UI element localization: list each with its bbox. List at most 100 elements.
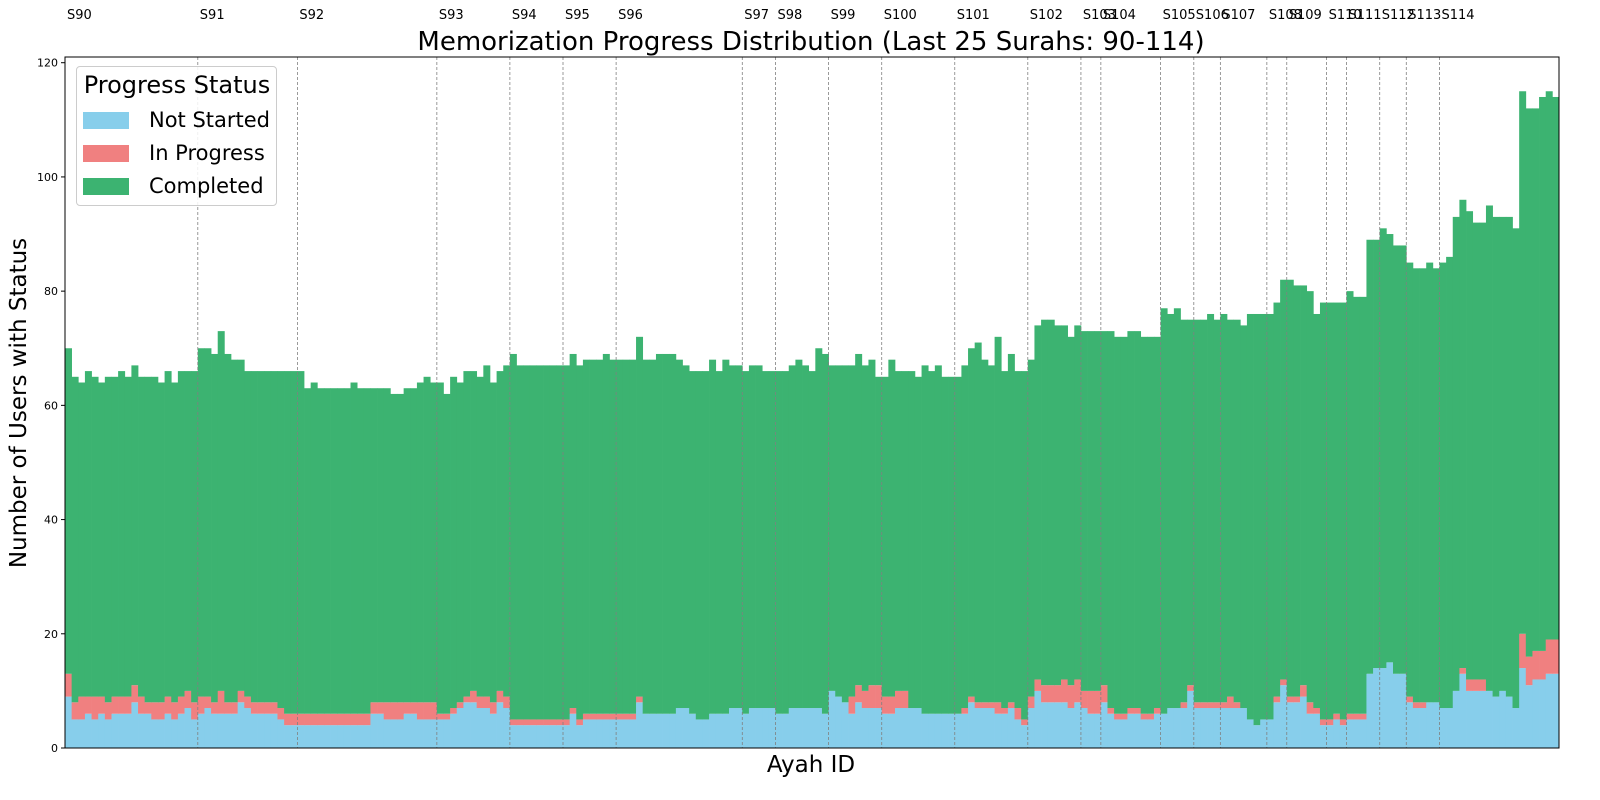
bar-not-started [1452,690,1460,748]
bar-in-progress [582,713,590,720]
bar-completed [1041,319,1049,686]
bar-completed [297,371,305,714]
bar-in-progress [78,696,86,720]
bar-completed [735,365,743,709]
bar-completed [689,371,697,714]
bar-completed [1054,325,1062,686]
bar-completed [974,342,982,703]
y-tick-label: 60 [44,399,58,412]
bar-completed [1266,313,1274,720]
bar-completed [602,353,610,714]
bar-completed [1213,319,1221,703]
bar-not-started [1014,719,1022,748]
bar-not-started [104,719,112,748]
bar-in-progress [1466,679,1474,691]
bar-completed [1227,319,1234,697]
bar-completed [1260,313,1268,720]
bar-completed [463,371,471,697]
bar-not-started [383,719,391,748]
bar-completed [576,365,584,720]
bar-not-started [1386,662,1394,748]
bar-completed [450,376,458,709]
bar-in-progress [463,696,471,703]
bar-in-progress [84,696,92,714]
bar-not-started [742,713,750,748]
bar-in-progress [563,719,570,726]
bar-in-progress [197,696,205,714]
legend-swatch-completed [83,177,129,195]
bar-not-started [476,708,484,748]
bar-not-started [609,719,617,748]
bar-completed [1120,336,1128,714]
bar-completed [131,365,139,686]
bar-completed [1007,353,1015,703]
legend-label-completed: Completed [149,174,264,198]
bar-not-started [1412,708,1420,748]
bar-completed [616,359,624,714]
bar-not-started [536,725,544,748]
bar-in-progress [111,696,119,714]
bar-completed [357,388,365,714]
bar-in-progress [1027,696,1035,709]
bar-not-started [423,719,431,748]
bar-completed [529,365,537,720]
bar-completed [1080,331,1088,691]
bar-completed [908,371,916,709]
bar-not-started [1399,673,1407,748]
bar-not-started [556,725,564,748]
bar-not-started [762,708,770,748]
bar-completed [516,365,524,720]
bar-in-progress [224,702,232,714]
bar-not-started [370,713,378,748]
bar-in-progress [470,690,478,703]
bar-in-progress [1539,650,1547,680]
bar-completed [742,371,750,714]
bar-completed [1412,268,1420,703]
bar-completed [609,359,617,714]
bar-completed [1479,222,1487,680]
bar-not-started [516,725,524,748]
bar-completed [536,365,544,720]
bar-in-progress [1080,690,1088,709]
bar-not-started [748,708,756,748]
bar-in-progress [536,719,544,726]
bar-not-started [868,708,876,748]
bar-in-progress [1047,685,1055,703]
surah-label: S101 [957,8,990,23]
legend-label-not-started: Not Started [149,108,271,132]
bar-not-started [237,702,245,748]
bar-not-started [655,713,663,748]
bar-in-progress [383,702,391,720]
bar-in-progress [875,685,883,709]
bar-not-started [1459,673,1467,748]
bar-not-started [722,713,730,748]
bar-completed [350,382,358,714]
bar-not-started [675,708,683,748]
bar-completed [1393,245,1400,674]
bar-in-progress [1459,668,1467,674]
bar-not-started [1306,713,1314,748]
surah-label: S96 [618,8,643,23]
bar-completed [821,353,829,714]
bar-in-progress [237,690,245,703]
bar-completed [118,371,126,697]
surah-label: S106 [1196,8,1229,23]
bar-completed [1386,234,1394,663]
bar-completed [138,376,146,697]
bar-in-progress [848,696,856,714]
bar-in-progress [450,708,458,714]
bar-completed [1001,371,1009,709]
bar-not-started [1187,690,1195,748]
bar-not-started [1027,708,1035,748]
bar-not-started [888,713,896,748]
bar-in-progress [968,696,976,703]
legend-swatch-in-progress [83,144,129,162]
bar-not-started [1525,685,1533,748]
bar-completed [642,359,650,714]
bar-in-progress [343,713,351,726]
bar-completed [330,388,338,714]
bar-completed [430,382,438,703]
bar-completed [191,371,199,703]
bar-completed [65,348,72,674]
bar-completed [397,393,404,703]
